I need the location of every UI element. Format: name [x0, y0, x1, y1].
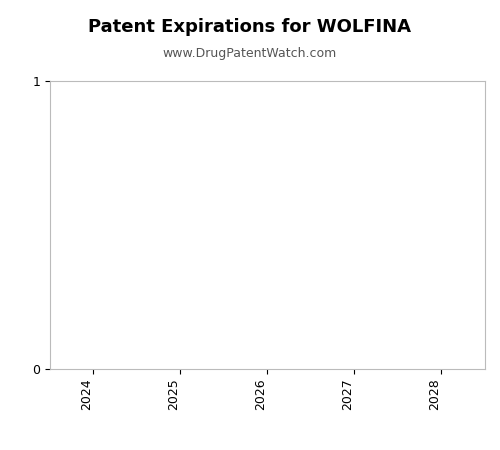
- Text: www.DrugPatentWatch.com: www.DrugPatentWatch.com: [163, 47, 337, 60]
- Text: Patent Expirations for WOLFINA: Patent Expirations for WOLFINA: [88, 18, 411, 36]
